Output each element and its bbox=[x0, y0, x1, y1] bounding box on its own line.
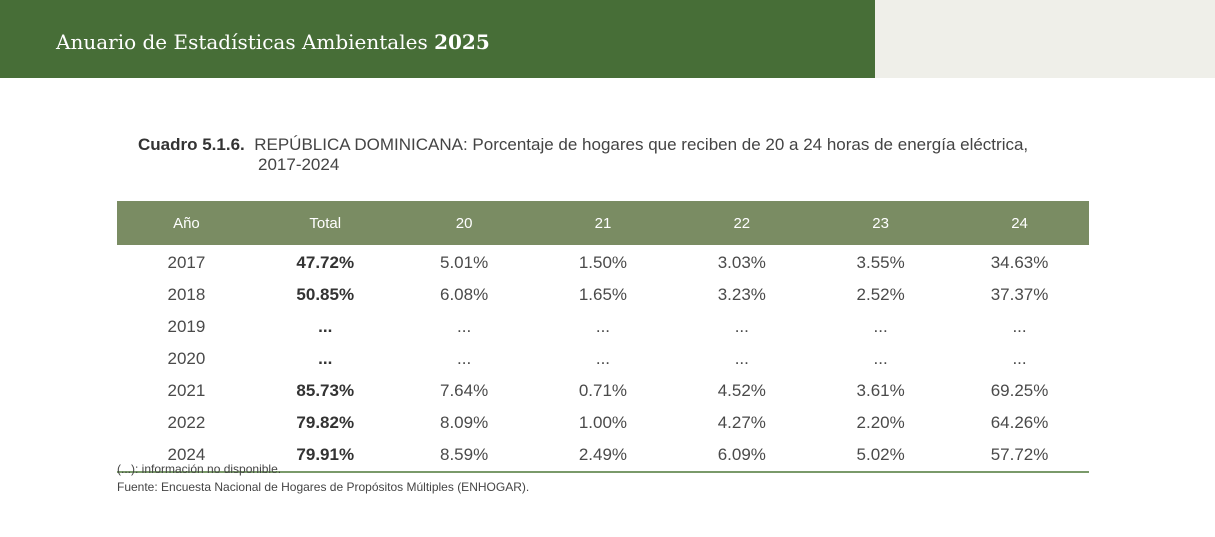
value-cell: 3.23% bbox=[717, 285, 766, 304]
table-row: 2021 85.73% 7.64% 0.71% 4.52% 3.61% 69.25% bbox=[117, 375, 1089, 407]
table-caption: Cuadro 5.1.6. REPÚBLICA DOMINICANA: Porc… bbox=[138, 135, 1078, 175]
column-header: Total bbox=[255, 201, 395, 245]
data-table: Año Total 20 21 22 23 24 2017 47.72% 5.01% 1.50% 3… bbox=[117, 201, 1089, 473]
value-cell: ... bbox=[1012, 317, 1027, 336]
value-cell: ... bbox=[873, 317, 888, 336]
value-cell: 3.03% bbox=[717, 253, 766, 272]
value-cell: 69.25% bbox=[990, 381, 1049, 400]
value-cell: ... bbox=[457, 317, 472, 336]
total-cell: ... bbox=[318, 349, 333, 368]
column-header: 21 bbox=[533, 201, 673, 245]
note-source: Fuente: Encuesta Nacional de Hogares de … bbox=[117, 480, 530, 494]
year-cell: 2019 bbox=[167, 317, 206, 336]
publication-title: Anuario de Estadísticas Ambientales 2025 bbox=[56, 30, 490, 54]
column-header: 24 bbox=[950, 201, 1089, 245]
value-cell: 4.52% bbox=[717, 381, 766, 400]
total-cell: 50.85% bbox=[296, 285, 355, 304]
value-cell: 5.01% bbox=[440, 253, 489, 272]
value-cell: 34.63% bbox=[990, 253, 1049, 272]
table-row: 2018 50.85% 6.08% 1.65% 3.23% 2.52% 37.37% bbox=[117, 279, 1089, 311]
value-cell: 1.00% bbox=[578, 413, 628, 432]
table-header-row: Año Total 20 21 22 23 24 bbox=[117, 201, 1089, 245]
column-header: 23 bbox=[811, 201, 951, 245]
value-cell: 2.52% bbox=[856, 285, 905, 304]
value-cell: 7.64% bbox=[440, 381, 489, 400]
value-cell: ... bbox=[595, 317, 611, 336]
value-cell: 3.55% bbox=[856, 253, 905, 272]
value-cell: 3.61% bbox=[856, 381, 905, 400]
year-cell: 2017 bbox=[167, 253, 206, 272]
value-cell: 57.72% bbox=[950, 439, 1089, 473]
value-cell: 2.20% bbox=[856, 413, 905, 432]
total-cell: ... bbox=[318, 317, 333, 336]
table-row: 2020.................. bbox=[117, 343, 1089, 375]
table-row: 2022 79.82% 8.09% 1.00% 4.27% 2.20% 64.26% bbox=[117, 407, 1089, 439]
total-cell: 79.82% bbox=[296, 413, 355, 432]
table-row: 2017 47.72% 5.01% 1.50% 3.03% 3.55% 34.63% bbox=[117, 245, 1089, 279]
value-cell: 6.08% bbox=[440, 285, 489, 304]
year-cell: 2018 bbox=[167, 285, 206, 304]
total-cell: 79.91% bbox=[255, 439, 395, 473]
value-cell: 4.27% bbox=[717, 413, 766, 432]
header-side-panel bbox=[875, 0, 1215, 78]
value-cell: ... bbox=[1012, 349, 1027, 368]
total-cell: 85.73% bbox=[296, 381, 355, 400]
value-cell: ... bbox=[873, 349, 888, 368]
year-cell: 2024 bbox=[117, 439, 256, 473]
value-cell: ... bbox=[457, 349, 472, 368]
value-cell: 0.71% bbox=[578, 381, 628, 400]
title-text: Anuario de Estadísticas Ambientales bbox=[56, 30, 428, 54]
value-cell: ... bbox=[595, 349, 611, 368]
column-header: 20 bbox=[394, 201, 534, 245]
total-cell: 47.72% bbox=[296, 253, 355, 272]
year-cell: 2022 bbox=[167, 413, 206, 432]
note-missing: (...): información no disponible. bbox=[117, 462, 282, 476]
value-cell: 5.02% bbox=[811, 439, 951, 473]
caption-text: REPÚBLICA DOMINICANA: Porcentaje de hoga… bbox=[254, 135, 1029, 154]
value-cell: 6.09% bbox=[672, 439, 812, 473]
value-cell: 64.26% bbox=[990, 413, 1049, 432]
year-cell: 2020 bbox=[167, 349, 206, 368]
value-cell: 37.37% bbox=[990, 285, 1049, 304]
value-cell: 8.09% bbox=[440, 413, 489, 432]
title-year: 2025 bbox=[434, 30, 490, 54]
column-header: Año bbox=[117, 201, 256, 245]
caption-text-line2: 2017-2024 bbox=[258, 155, 340, 174]
caption-number: Cuadro 5.1.6. bbox=[138, 135, 245, 154]
column-header: 22 bbox=[672, 201, 812, 245]
value-cell: 8.59% bbox=[394, 439, 534, 473]
value-cell: 1.65% bbox=[578, 285, 628, 304]
header-banner: Anuario de Estadísticas Ambientales 2025 bbox=[0, 0, 875, 78]
table-row: 2024 79.91% 8.59% 2.49% 6.09% 5.02% 57.72% bbox=[117, 439, 1089, 473]
value-cell: 1.50% bbox=[578, 253, 628, 272]
value-cell: ... bbox=[734, 317, 749, 336]
year-cell: 2021 bbox=[167, 381, 206, 400]
table-notes: (...): información no disponible. Fuente… bbox=[117, 460, 529, 496]
table-row: 2019.................. bbox=[117, 311, 1089, 343]
value-cell: 2.49% bbox=[533, 439, 673, 473]
value-cell: ... bbox=[734, 349, 749, 368]
